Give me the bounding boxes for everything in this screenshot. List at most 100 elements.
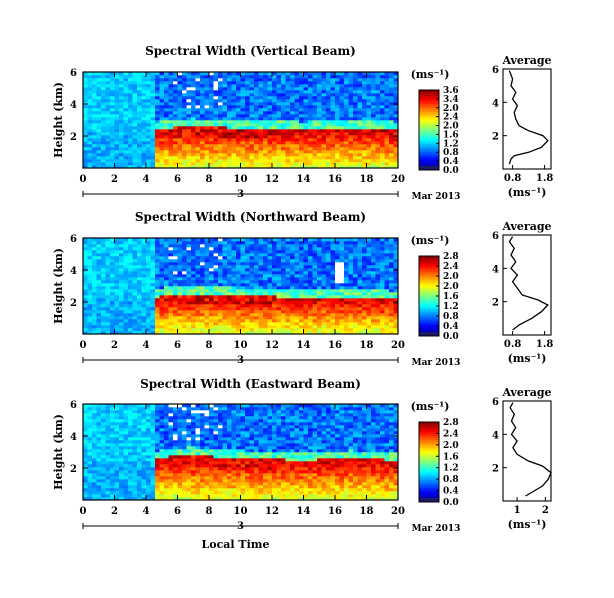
heatmap-cell bbox=[249, 295, 255, 299]
heatmap-cell bbox=[245, 102, 250, 106]
heatmap-cell bbox=[366, 259, 372, 263]
heatmap-cell bbox=[227, 126, 232, 130]
heatmap-cell bbox=[119, 84, 124, 88]
heatmap-cell bbox=[362, 325, 367, 329]
heatmap-cell bbox=[141, 102, 147, 106]
heatmap-cell bbox=[276, 120, 282, 124]
heatmap-cell bbox=[119, 99, 124, 103]
heatmap-cell bbox=[375, 126, 381, 130]
heatmap-cell bbox=[285, 313, 291, 317]
heatmap-cell bbox=[236, 141, 241, 145]
panel-title: Spectral Width (Northward Beam) bbox=[135, 210, 366, 224]
heatmap-cell bbox=[389, 141, 394, 145]
heatmap-cell bbox=[393, 108, 399, 112]
heatmap-cell bbox=[366, 156, 372, 160]
heatmap-cell bbox=[186, 132, 192, 136]
heatmap-cell bbox=[366, 138, 372, 142]
heatmap-cell bbox=[339, 247, 345, 251]
heatmap-cell bbox=[240, 87, 246, 91]
heatmap-cell bbox=[308, 271, 313, 275]
heatmap-cell bbox=[222, 277, 228, 281]
heatmap-cell bbox=[146, 268, 151, 272]
heatmap-cell bbox=[137, 117, 142, 121]
heatmap-cell bbox=[258, 316, 264, 320]
heatmap-cell bbox=[321, 250, 327, 254]
heatmap-cell bbox=[357, 126, 363, 130]
colorbar-segment bbox=[419, 256, 439, 259]
heatmap-cell bbox=[159, 328, 165, 332]
heatmap-cell bbox=[87, 494, 93, 498]
heatmap-cell bbox=[254, 159, 259, 163]
heatmap-cell bbox=[344, 310, 349, 314]
heatmap-cell bbox=[227, 259, 232, 263]
heatmap-cell bbox=[357, 331, 363, 335]
heatmap-cell bbox=[380, 304, 385, 308]
heatmap-cell bbox=[119, 93, 124, 97]
heatmap-cell bbox=[290, 72, 295, 76]
heatmap-cell bbox=[132, 241, 138, 245]
heatmap-cell bbox=[380, 244, 385, 248]
heatmap-cell bbox=[159, 298, 165, 302]
heatmap-cell bbox=[186, 268, 192, 272]
heatmap-cell bbox=[92, 458, 97, 462]
heatmap-cell bbox=[362, 102, 367, 106]
heatmap-cell bbox=[141, 247, 147, 251]
heatmap-cell bbox=[348, 99, 354, 103]
heatmap-cell bbox=[299, 238, 304, 242]
heatmap-cell bbox=[177, 123, 183, 127]
heatmap-cell bbox=[114, 470, 120, 474]
heatmap-cell bbox=[290, 153, 295, 157]
heatmap-cell bbox=[177, 108, 183, 112]
heatmap-cell bbox=[272, 126, 277, 130]
heatmap-cell bbox=[164, 316, 169, 320]
heatmap-cell bbox=[335, 307, 340, 311]
heatmap-cell bbox=[128, 259, 133, 263]
heatmap-cell bbox=[249, 141, 255, 145]
heatmap-cell bbox=[155, 99, 160, 103]
heatmap-cell bbox=[105, 295, 111, 299]
heatmap-cell bbox=[339, 117, 345, 121]
heatmap-cell bbox=[191, 283, 196, 287]
colorbar-frame bbox=[418, 89, 440, 171]
heatmap-cell bbox=[348, 114, 354, 118]
heatmap-cell bbox=[173, 147, 178, 151]
heatmap-cell bbox=[182, 250, 187, 254]
heatmap-cell bbox=[240, 310, 246, 314]
heatmap-cell bbox=[209, 153, 214, 157]
heatmap-cell bbox=[317, 253, 322, 257]
heatmap-cell bbox=[213, 253, 219, 257]
heatmap-cell bbox=[335, 81, 340, 85]
heatmap-cell bbox=[344, 93, 349, 97]
heatmap-cell bbox=[290, 316, 295, 320]
heatmap-cell bbox=[92, 280, 97, 284]
heatmap-cell bbox=[321, 75, 327, 79]
heatmap-cell bbox=[330, 322, 336, 326]
heatmap-cell bbox=[182, 313, 187, 317]
heatmap-cell bbox=[321, 72, 327, 76]
heatmap-cell bbox=[263, 162, 268, 166]
heatmap-cell bbox=[371, 114, 376, 118]
heatmap-cell bbox=[375, 316, 381, 320]
heatmap-cell bbox=[281, 259, 286, 263]
heatmap-cell bbox=[344, 135, 349, 139]
heatmap-cell bbox=[281, 72, 286, 76]
average-profile-line bbox=[508, 236, 549, 331]
heatmap-cell bbox=[204, 84, 210, 88]
heatmap-cell bbox=[227, 138, 232, 142]
heatmap-cell bbox=[294, 262, 300, 266]
heatmap-cell bbox=[87, 153, 93, 157]
heatmap-cell bbox=[348, 81, 354, 85]
heatmap-cell bbox=[294, 114, 300, 118]
heatmap-cell bbox=[263, 301, 268, 305]
heatmap-cell bbox=[362, 271, 367, 275]
heatmap-cell bbox=[191, 141, 196, 145]
heatmap-cell bbox=[137, 304, 142, 308]
heatmap-cell bbox=[222, 147, 228, 151]
heatmap-cell bbox=[276, 241, 282, 245]
heatmap-cell bbox=[213, 244, 219, 248]
heatmap-cell bbox=[83, 72, 88, 76]
heatmap-cell bbox=[209, 244, 214, 248]
heatmap-cell bbox=[123, 117, 129, 121]
heatmap-cell bbox=[258, 265, 264, 269]
heatmap-cell bbox=[245, 126, 250, 130]
